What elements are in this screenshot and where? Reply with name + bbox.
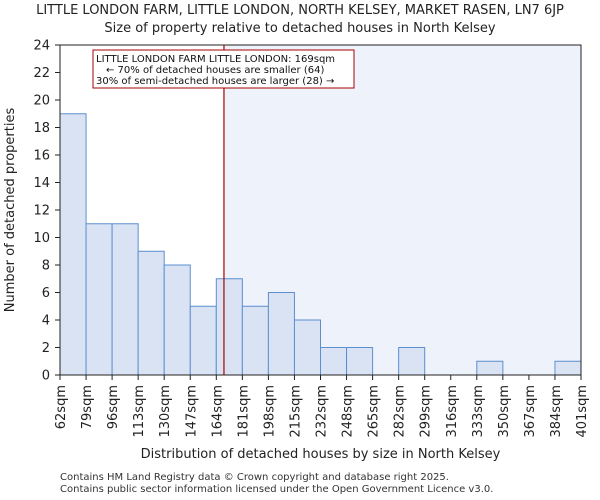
x-axis-label: Distribution of detached houses by size … [141,447,501,462]
bar-96sqm [111,223,139,376]
bar-130sqm [163,264,191,376]
y-tick-label-24: 24 [33,39,50,54]
bar-282sqm [398,347,426,376]
bar-198sqm [267,292,295,376]
annotation-box [92,49,355,89]
x-tick-label-147sqm: 147sqm [184,385,199,438]
bar-79sqm [85,223,113,376]
x-tick-label-130sqm: 130sqm [158,385,173,438]
x-tick-label-265sqm: 265sqm [367,385,382,438]
footer-line-2: Contains public sector information licen… [60,484,494,495]
x-tick-label-367sqm: 367sqm [523,385,538,438]
x-tick-label-181sqm: 181sqm [236,385,251,438]
annotation-line-3: 30% of semi-detached houses are larger (… [96,76,334,87]
x-tick-label-282sqm: 282sqm [393,385,408,438]
x-tick-label-96sqm: 96sqm [106,385,121,429]
x-tick-label-232sqm: 232sqm [315,385,330,438]
x-tick-label-401sqm: 401sqm [575,385,590,438]
bar-248sqm [346,347,374,376]
bar-62sqm [59,113,87,376]
bar-113sqm [137,250,165,376]
y-tick-label-4: 4 [42,314,50,329]
x-tick-label-350sqm: 350sqm [497,385,512,438]
bar-384sqm [554,360,582,376]
x-tick-label-248sqm: 248sqm [341,385,356,438]
bar-333sqm [476,360,504,376]
x-tick-label-316sqm: 316sqm [445,385,460,438]
chart-title: LITTLE LONDON FARM, LITTLE LONDON, NORTH… [36,3,564,18]
x-tick-label-113sqm: 113sqm [132,385,147,438]
y-tick-label-14: 14 [33,176,50,191]
bar-147sqm [189,305,217,376]
x-tick-label-299sqm: 299sqm [419,385,434,438]
y-tick-label-2: 2 [42,341,50,356]
y-tick-label-6: 6 [42,286,50,301]
x-tick-label-164sqm: 164sqm [210,385,225,438]
y-tick-label-12: 12 [33,204,50,219]
chart-subtitle: Size of property relative to detached ho… [104,21,496,36]
footer-line-1: Contains HM Land Registry data © Crown c… [60,472,449,483]
y-tick-label-20: 20 [33,94,50,109]
x-tick-label-62sqm: 62sqm [54,385,69,429]
x-tick-label-384sqm: 384sqm [549,385,564,438]
y-tick-label-8: 8 [42,259,50,274]
y-axis-label: Number of detached properties [3,108,18,313]
bar-232sqm [320,347,348,376]
x-tick-label-79sqm: 79sqm [80,385,95,429]
y-tick-label-16: 16 [33,149,50,164]
x-tick-label-198sqm: 198sqm [262,385,277,438]
y-tick-label-18: 18 [33,121,50,136]
annotation-line-1: LITTLE LONDON FARM LITTLE LONDON: 169sqm [96,54,335,65]
y-tick-label-10: 10 [33,231,50,246]
y-tick-label-0: 0 [42,369,50,384]
y-tick-label-22: 22 [33,66,50,81]
annotation-line-2: ← 70% of detached houses are smaller (64… [106,65,324,76]
x-tick-label-333sqm: 333sqm [471,385,486,438]
bar-181sqm [241,305,269,376]
bar-164sqm [215,278,243,376]
x-tick-label-215sqm: 215sqm [288,385,303,438]
bar-215sqm [293,319,322,376]
